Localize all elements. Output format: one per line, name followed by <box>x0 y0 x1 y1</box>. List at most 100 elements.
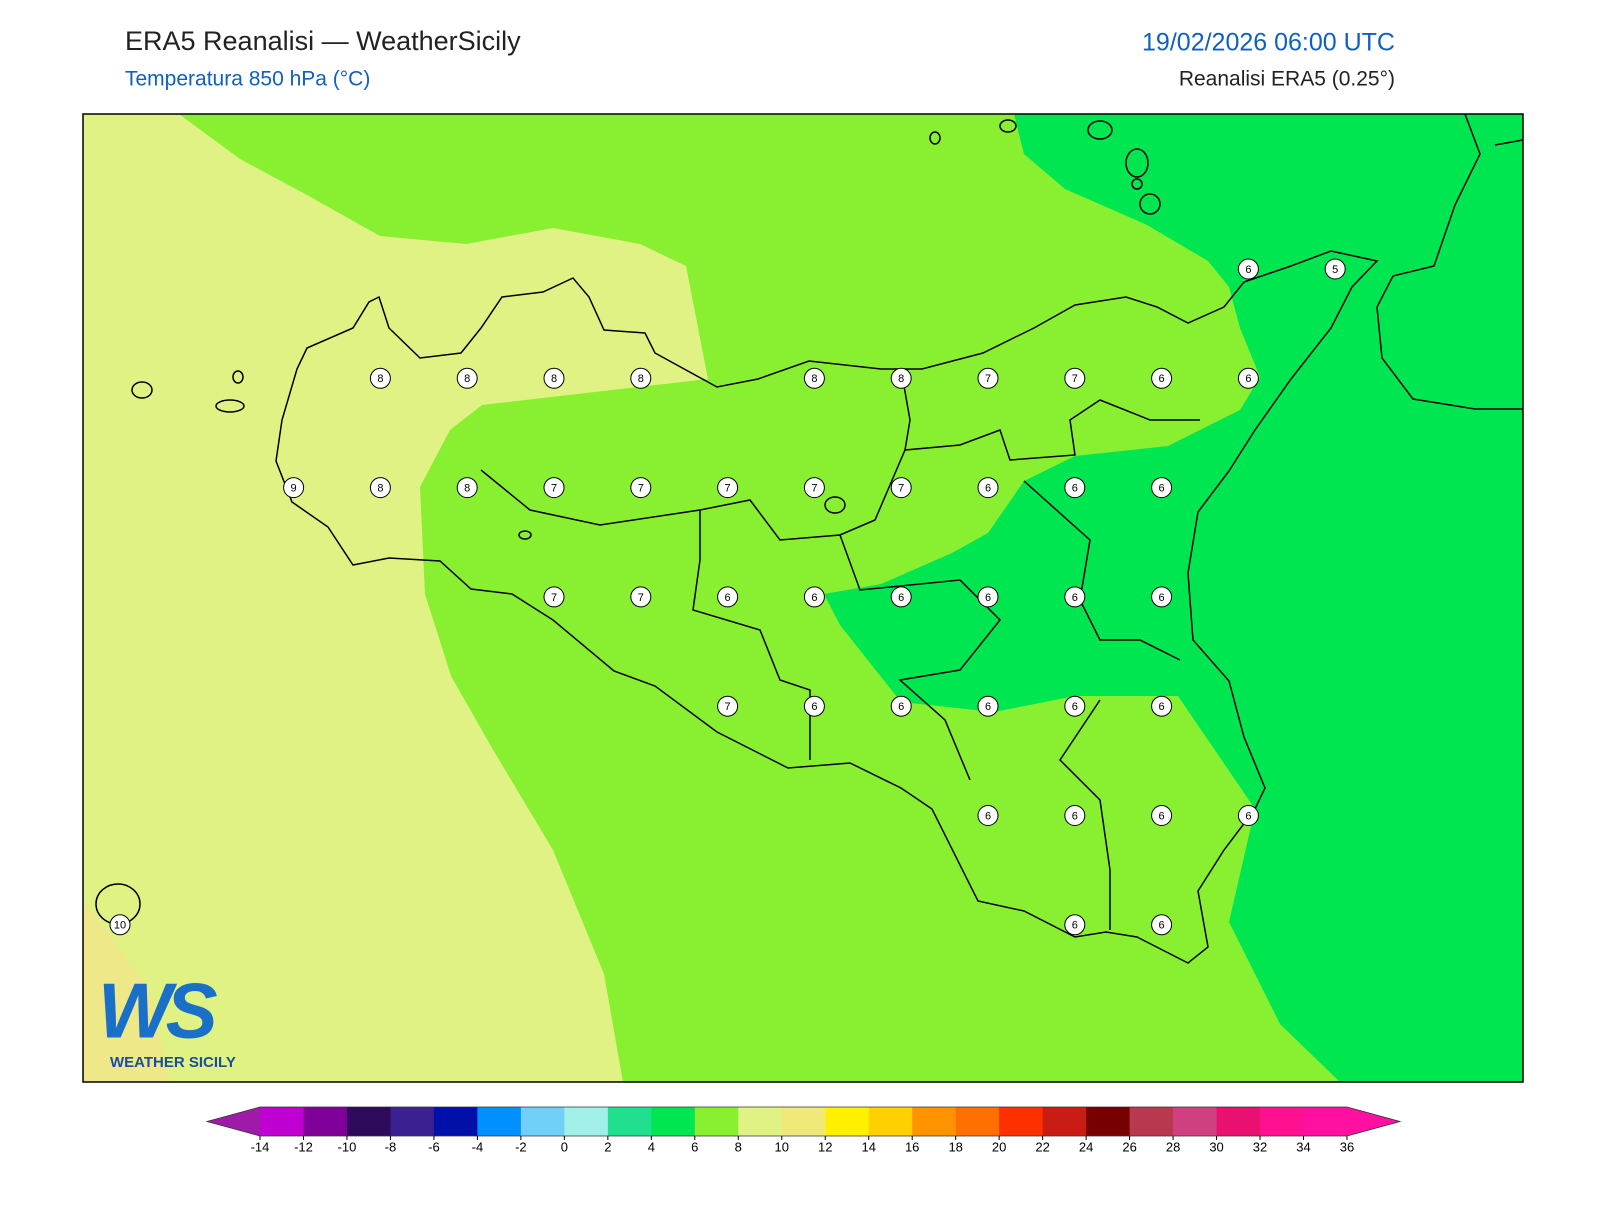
station-value: 7 <box>898 483 904 495</box>
colorbar-bin <box>694 1107 739 1136</box>
station-value: 7 <box>811 483 817 495</box>
station-marker <box>1064 367 1086 389</box>
colorbar-bin <box>1216 1107 1261 1136</box>
station-marker <box>1151 477 1173 499</box>
colorbar-bin <box>999 1107 1044 1136</box>
colorbar-tick-label: 32 <box>1253 1139 1267 1154</box>
station-marker <box>1151 586 1173 608</box>
station-marker <box>1237 258 1259 280</box>
station-marker <box>369 367 391 389</box>
colorbar-tick-label: -6 <box>428 1139 440 1154</box>
colorbar-bin <box>1042 1107 1087 1136</box>
colorbar-tick-label: -14 <box>251 1139 270 1154</box>
colorbar-tick-label: 10 <box>775 1139 789 1154</box>
station-value: 6 <box>725 592 731 604</box>
station-value: 10 <box>114 920 126 932</box>
station-marker <box>890 586 912 608</box>
station-value: 7 <box>551 592 557 604</box>
colorbar-tick-label: 30 <box>1209 1139 1223 1154</box>
station-marker <box>977 805 999 826</box>
colorbar-tick-label: 6 <box>691 1139 698 1154</box>
station-marker <box>543 586 565 608</box>
station-value: 6 <box>1159 920 1165 932</box>
colorbar-tick-label: 36 <box>1340 1139 1354 1154</box>
station-value: 5 <box>1332 264 1338 276</box>
stations: 6 5 8 8 8 8 8 8 7 7 6 6 9 8 8 7 7 7 7 7 6 6 6 7 7 6 6 6 6 6 6 7 6 6 6 6 6 6 6 6… <box>109 258 1346 936</box>
station-value: 6 <box>985 810 991 822</box>
station-marker <box>543 477 565 499</box>
colorbar-bin <box>346 1107 391 1136</box>
station-value: 6 <box>1245 373 1251 385</box>
station-marker <box>1237 367 1259 389</box>
colorbar-bin <box>1260 1107 1305 1136</box>
colorbar-tick-label: 20 <box>992 1139 1006 1154</box>
station-marker <box>1151 367 1173 389</box>
colorbar-tick-label: -4 <box>472 1139 484 1154</box>
station-value: 6 <box>811 592 817 604</box>
station-value: 8 <box>638 373 644 385</box>
station-marker <box>890 477 912 499</box>
station-marker <box>803 477 825 499</box>
station-value: 6 <box>1072 701 1078 713</box>
colorbar-tick-label: 8 <box>735 1139 742 1154</box>
station-marker <box>803 367 825 389</box>
colorbar-tick-label: 18 <box>948 1139 962 1154</box>
station-marker <box>630 477 652 499</box>
station-value: 6 <box>1072 483 1078 495</box>
colorbar-tick-label: 16 <box>905 1139 919 1154</box>
station-marker <box>977 477 999 499</box>
colorbar-bin <box>1129 1107 1174 1136</box>
source: Reanalisi ERA5 (0.25°) <box>1179 68 1395 91</box>
colorbar-under <box>207 1107 260 1136</box>
station-value: 6 <box>1245 264 1251 276</box>
colorbar-bin <box>651 1107 696 1136</box>
colorbar-bin <box>738 1107 783 1136</box>
colorbar-tick-label: -2 <box>515 1139 527 1154</box>
station-marker <box>1064 695 1086 717</box>
colorbar-bin <box>825 1107 870 1136</box>
station-marker <box>717 695 739 717</box>
station-value: 7 <box>725 701 731 713</box>
station-value: 6 <box>1072 920 1078 932</box>
station-marker <box>803 695 825 717</box>
colorbar-bin <box>260 1107 304 1136</box>
colorbar-tick-label: 14 <box>861 1139 875 1154</box>
logo-mark: WS <box>98 967 218 1055</box>
station-marker <box>109 914 131 936</box>
station-marker <box>543 367 565 389</box>
colorbar-bin <box>564 1107 609 1136</box>
station-value: 8 <box>377 373 383 385</box>
map-frame <box>82 113 1524 1083</box>
station-marker <box>456 367 478 389</box>
station-value: 7 <box>725 483 731 495</box>
station-value: 6 <box>1159 483 1165 495</box>
field-12 <box>83 900 170 1082</box>
logo-name: WEATHER SICILY <box>110 1054 236 1071</box>
colorbar-tick-label: 34 <box>1296 1139 1310 1154</box>
colorbar-bin <box>390 1107 435 1136</box>
station-marker <box>977 367 999 389</box>
colorbar-bin <box>607 1107 652 1136</box>
colorbar-tick-label: 2 <box>604 1139 611 1154</box>
station-marker <box>1324 258 1346 280</box>
colorbar-bin <box>520 1107 565 1136</box>
station-marker <box>1237 805 1259 826</box>
station-value: 7 <box>985 373 991 385</box>
colorbar-bin <box>1303 1107 1348 1136</box>
station-value: 7 <box>638 592 644 604</box>
colorbar-bin <box>477 1107 522 1136</box>
subtitle: Temperatura 850 hPa (°C) <box>125 68 370 91</box>
station-value: 8 <box>551 373 557 385</box>
station-value: 6 <box>898 592 904 604</box>
station-marker <box>369 477 391 499</box>
station-marker <box>890 695 912 717</box>
station-value: 6 <box>1159 592 1165 604</box>
colorbar-bin <box>433 1107 478 1136</box>
province-border <box>900 368 1200 461</box>
station-value: 6 <box>985 701 991 713</box>
colorbar-bin <box>868 1107 913 1136</box>
colorbar-bin <box>955 1107 1000 1136</box>
colorbar-bin <box>912 1107 957 1136</box>
station-value: 6 <box>1072 592 1078 604</box>
